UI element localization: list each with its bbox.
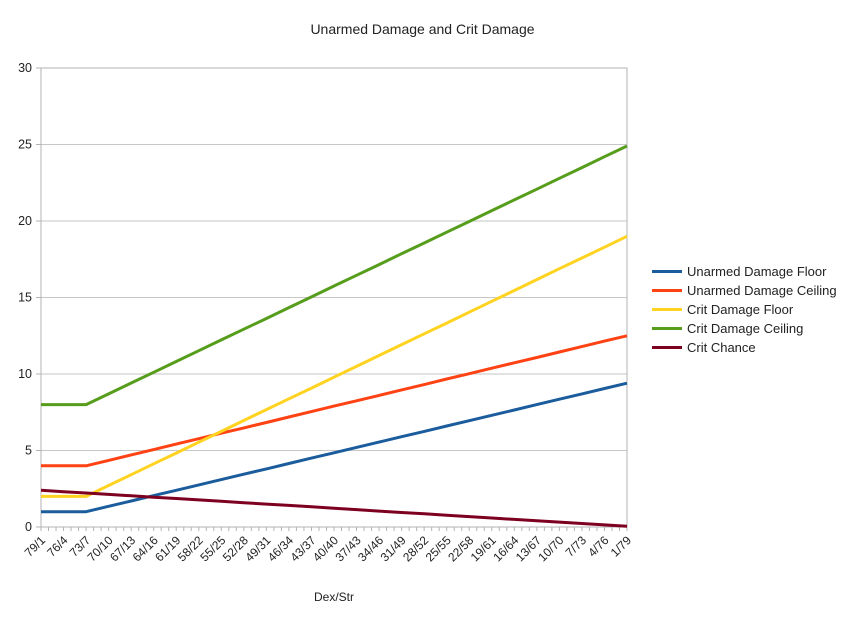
series-line-unarmed-damage-ceiling xyxy=(41,334,628,468)
y-tick-label: 0 xyxy=(25,520,32,534)
legend-line-swatch xyxy=(652,346,682,349)
legend: Unarmed Damage Floor Unarmed Damage Ceili… xyxy=(652,262,837,357)
legend-item: Crit Damage Ceiling xyxy=(652,319,837,338)
legend-item: Unarmed Damage Ceiling xyxy=(652,281,837,300)
legend-label: Crit Chance xyxy=(687,340,756,355)
legend-label: Unarmed Damage Ceiling xyxy=(687,283,837,298)
x-axis-title: Dex/Str xyxy=(313,590,354,604)
x-tick-label: 10/70 xyxy=(535,533,566,564)
x-tick-label: 4/76 xyxy=(585,533,612,560)
legend-line-swatch xyxy=(652,270,682,273)
legend-label: Unarmed Damage Floor xyxy=(687,264,827,279)
legend-line-swatch xyxy=(652,308,682,311)
x-tick-label: 79/1 xyxy=(22,533,49,560)
series-line-crit-damage-floor xyxy=(41,234,628,498)
y-tick-label: 30 xyxy=(18,61,32,75)
series-line-crit-chance xyxy=(40,488,628,528)
legend-label: Crit Damage Ceiling xyxy=(687,321,804,336)
legend-item: Crit Damage Floor xyxy=(652,300,837,319)
legend-item: Unarmed Damage Floor xyxy=(652,262,837,281)
legend-item: Crit Chance xyxy=(652,338,837,357)
series-line-unarmed-damage-floor xyxy=(41,381,628,514)
y-tick-label: 10 xyxy=(18,367,32,381)
legend-line-swatch xyxy=(652,327,682,330)
x-tick-label: 1/79 xyxy=(608,533,635,560)
legend-label: Crit Damage Floor xyxy=(687,302,794,317)
x-tick-label: 7/73 xyxy=(563,533,590,560)
series-line-crit-damage-ceiling xyxy=(41,144,628,407)
y-tick-label: 5 xyxy=(25,444,32,458)
legend-line-swatch xyxy=(652,289,682,292)
x-tick-label: 76/4 xyxy=(44,533,71,560)
chart-title: Unarmed Damage and Crit Damage xyxy=(310,21,535,37)
y-tick-label: 20 xyxy=(18,214,32,228)
y-tick-label: 25 xyxy=(18,138,32,152)
y-tick-label: 15 xyxy=(18,291,32,305)
